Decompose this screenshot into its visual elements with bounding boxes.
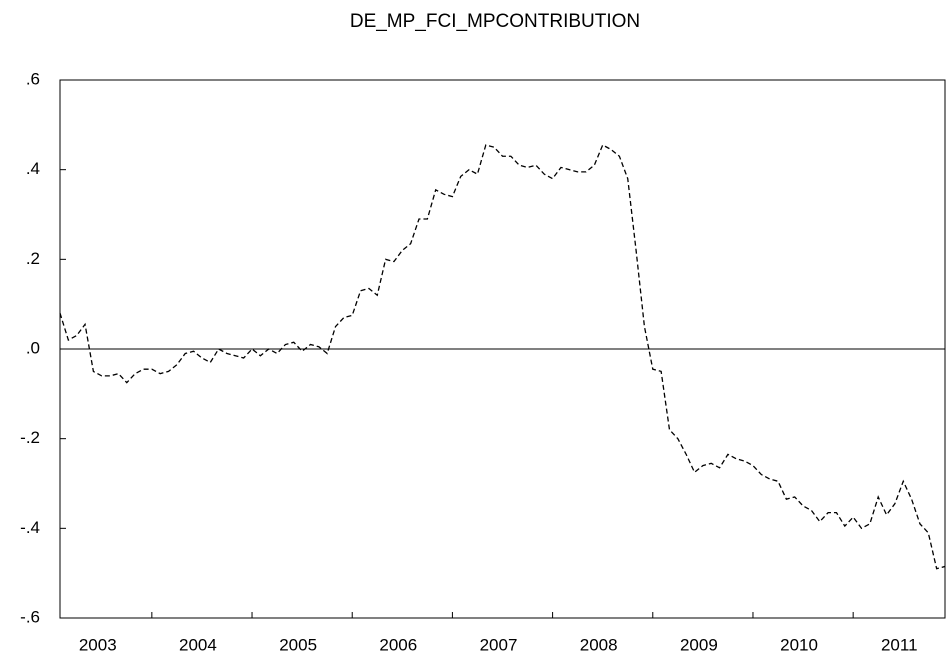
x-tick-label: 2011 bbox=[881, 635, 918, 654]
x-tick-label: 2008 bbox=[580, 635, 618, 654]
series-line bbox=[59, 144, 946, 570]
x-tick-label: 2003 bbox=[79, 635, 117, 654]
y-tick-label: .6 bbox=[26, 69, 40, 88]
y-tick-label: -.4 bbox=[20, 518, 40, 537]
x-tick-label: 2004 bbox=[179, 635, 217, 654]
x-tick-label: 2007 bbox=[480, 635, 518, 654]
x-tick-label: 2010 bbox=[780, 635, 818, 654]
chart-title: DE_MP_FCI_MPCONTRIBUTION bbox=[350, 11, 640, 32]
y-tick-label: -.6 bbox=[20, 607, 40, 626]
y-tick-label: .4 bbox=[26, 159, 40, 178]
y-tick-label: -.2 bbox=[20, 428, 40, 447]
y-tick-label: .2 bbox=[26, 249, 40, 268]
y-tick-label: .0 bbox=[26, 338, 40, 357]
x-tick-label: 2009 bbox=[680, 635, 718, 654]
x-tick-label: 2006 bbox=[379, 635, 417, 654]
x-tick-label: 2005 bbox=[279, 635, 317, 654]
